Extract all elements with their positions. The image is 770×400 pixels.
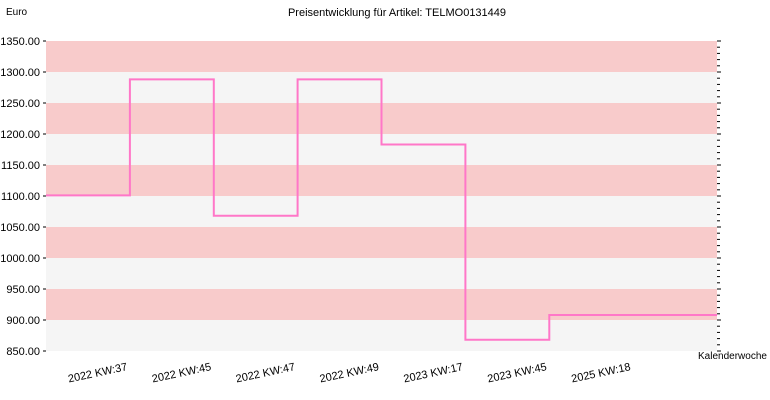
y-axis-ticks: 850.00 900.00 950.00 1000.00 1050.00 1100.00 1… [0,36,46,358]
x-tick-label: 2022 KW:47 [235,361,297,385]
y-tick-label: 1100.00 [1,191,40,203]
right-axis-ticks [717,40,721,352]
price-step-line [46,78,717,341]
background-band [46,258,717,289]
x-tick-label: 2023 KW:45 [486,361,548,385]
background-band [46,41,717,72]
x-tick-label: 2022 KW:37 [67,361,129,385]
background-band [46,227,717,258]
series-group [46,78,717,341]
background-band [46,196,717,227]
y-axis-label: Euro [6,7,28,18]
y-tick-label: 1300.00 [0,67,40,79]
x-tick-label: 2022 KW:49 [319,361,381,385]
y-tick-label: 1350.00 [0,36,40,48]
y-tick-label: 850.00 [6,346,40,358]
x-tick-label: 2025 KW:18 [570,361,632,385]
chart-title: Preisentwicklung für Artikel: TELMO01314… [288,7,506,19]
y-tick-label: 900.00 [6,315,40,327]
y-tick-label: 950.00 [6,284,40,296]
y-tick-label: 1200.00 [0,129,40,141]
y-tick-label: 1150.00 [1,160,40,172]
background-band [46,165,717,196]
x-axis-ticks: 2022 KW:37 2022 KW:45 2022 KW:47 2022 KW:49… [67,361,632,385]
x-axis-label: Kalenderwoche [698,351,767,362]
x-tick-label: 2022 KW:45 [151,361,213,385]
y-tick-label: 1050.00 [0,222,40,234]
y-tick-label: 1250.00 [0,98,40,110]
y-tick-label: 1000.00 [0,253,40,265]
background-band [46,320,717,351]
x-tick-label: 2023 KW:17 [402,361,464,385]
